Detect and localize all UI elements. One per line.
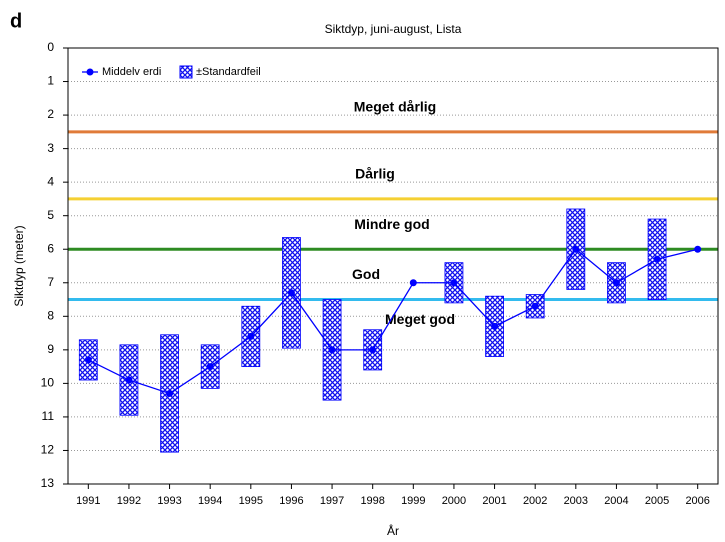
y-tick-label: 1 <box>47 74 54 88</box>
mean-point <box>369 346 377 354</box>
x-tick-label: 2006 <box>685 495 709 507</box>
y-tick-label: 12 <box>41 443 55 457</box>
panel-letter: d <box>10 10 22 32</box>
x-tick-label: 2004 <box>604 495 628 507</box>
legend-box <box>179 65 193 79</box>
y-tick-label: 6 <box>47 241 54 255</box>
x-tick-label: 1993 <box>157 495 181 507</box>
x-tick-label: 1997 <box>320 495 344 507</box>
zone-label: Meget dårlig <box>354 99 436 115</box>
mean-point <box>287 289 295 297</box>
mean-point <box>409 279 417 287</box>
legend-label: ±Standardfeil <box>196 66 261 78</box>
x-tick-label: 2005 <box>645 495 669 507</box>
zone-label: Mindre god <box>354 216 429 232</box>
legend-marker <box>86 68 94 76</box>
x-tick-label: 1996 <box>279 495 303 507</box>
y-tick-label: 11 <box>42 409 55 423</box>
y-axis-label: Siktdyp (meter) <box>12 225 26 306</box>
zone-label: Meget god <box>385 311 455 327</box>
x-tick-label: 1998 <box>360 495 384 507</box>
x-tick-label: 1991 <box>76 495 100 507</box>
mean-point <box>612 279 620 287</box>
x-tick-label: 2001 <box>482 495 506 507</box>
mean-point <box>328 346 336 354</box>
x-tick-label: 2000 <box>442 495 466 507</box>
mean-point <box>166 389 174 397</box>
zone-label: God <box>352 266 380 282</box>
mean-point <box>531 302 539 310</box>
legend-label: Middelv erdi <box>102 66 161 78</box>
mean-point <box>125 376 133 384</box>
x-tick-label: 1994 <box>198 495 222 507</box>
x-tick-label: 1992 <box>117 495 141 507</box>
y-tick-label: 4 <box>47 174 54 188</box>
x-tick-label: 1995 <box>239 495 263 507</box>
y-tick-label: 7 <box>47 275 54 289</box>
mean-point <box>653 255 661 263</box>
y-tick-label: 8 <box>47 308 54 322</box>
y-tick-label: 13 <box>41 476 55 490</box>
mean-point <box>694 245 702 253</box>
mean-line <box>88 248 698 395</box>
zone-label: Dårlig <box>355 166 395 182</box>
mean-point <box>572 245 580 253</box>
plot-frame <box>67 47 719 485</box>
mean-point <box>247 332 255 340</box>
y-tick-label: 5 <box>47 208 54 222</box>
x-tick-label: 2003 <box>564 495 588 507</box>
y-tick-label: 9 <box>47 342 54 356</box>
mean-point <box>206 363 214 371</box>
mean-point <box>491 322 499 330</box>
x-tick-label: 2002 <box>523 495 547 507</box>
y-tick-label: 0 <box>47 40 54 54</box>
mean-point <box>84 356 92 364</box>
x-axis-label: År <box>387 523 399 538</box>
y-tick-label: 2 <box>47 107 54 121</box>
y-tick-label: 10 <box>41 376 55 390</box>
y-tick-label: 3 <box>47 141 54 155</box>
chart-title: Siktdyp, juni-august, Lista <box>325 22 462 36</box>
x-tick-label: 1999 <box>401 495 425 507</box>
mean-point <box>450 279 458 287</box>
